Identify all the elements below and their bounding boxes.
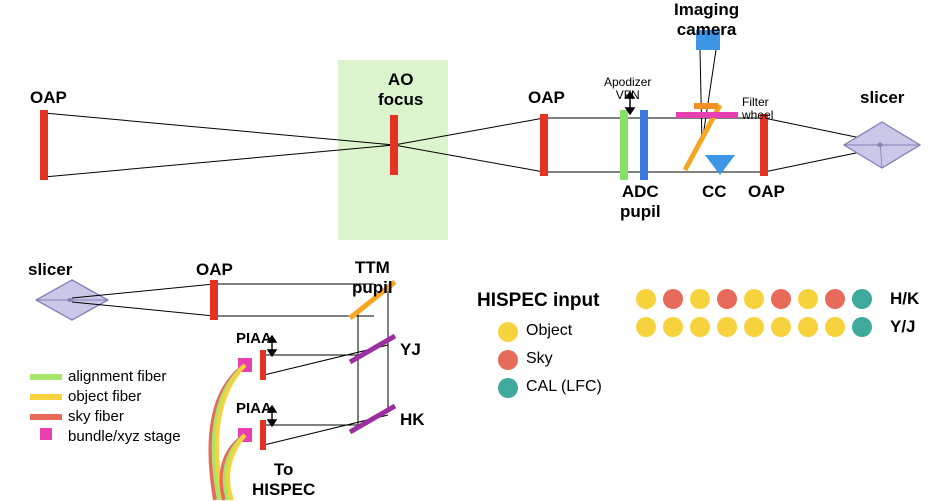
hispec-dot-object: [663, 317, 683, 337]
fibers-hk: [222, 435, 245, 500]
oap-right-bar: [760, 114, 768, 176]
hispec-title: HISPEC input: [477, 290, 599, 312]
hispec-dot-object: [690, 289, 710, 309]
hispec-dot-object: [744, 317, 764, 337]
slicer-right-label: slicer: [860, 88, 904, 108]
legend-alignment-swatch: [30, 374, 62, 380]
hispec-dot-object: [636, 317, 656, 337]
dichroic-hk: [350, 406, 395, 432]
piaa1-bar: [260, 350, 266, 380]
hk-label: HK: [400, 410, 425, 430]
piaa2-bar: [260, 420, 266, 450]
row-yj-label: Y/J: [890, 317, 916, 337]
hispec-dot-sky: [717, 289, 737, 309]
legend-bundle-label: bundle/xyz stage: [68, 428, 181, 445]
hispec-cal-label: CAL (LFC): [526, 378, 602, 396]
oap-mid-label: OAP: [528, 88, 565, 108]
legend-sky-label: sky fiber: [68, 408, 124, 425]
hispec-dot-cal: [852, 317, 872, 337]
hispec-dot-object: [744, 289, 764, 309]
hispec-object-label: Object: [526, 322, 572, 340]
to-hispec-label: To HISPEC: [252, 460, 315, 499]
adc-blue-bar: [640, 110, 648, 180]
piaa2-label: PIAA: [236, 400, 272, 417]
hispec-dot-cal: [852, 289, 872, 309]
cc-label: CC: [702, 182, 727, 202]
legend-object-label: object fiber: [68, 388, 141, 405]
ttm-label: TTM pupil: [352, 258, 393, 297]
legend-sky-dot: [498, 350, 518, 370]
hispec-dot-object: [717, 317, 737, 337]
apodizer-label: Apodizer VFN: [604, 76, 651, 102]
legend-object-swatch: [30, 394, 62, 400]
hispec-dot-sky: [771, 289, 791, 309]
adc-label: ADC pupil: [620, 182, 661, 221]
oap-left-label: OAP: [30, 88, 67, 108]
slicer-left: [36, 280, 108, 320]
ao-focus-label: AO focus: [378, 70, 423, 109]
hispec-dot-object: [690, 317, 710, 337]
hispec-dot-sky: [663, 289, 683, 309]
oap-right-label: OAP: [748, 182, 785, 202]
row-hk-label: H/K: [890, 289, 919, 309]
hispec-dot-sky: [825, 289, 845, 309]
oap-bottom-bar: [210, 280, 218, 320]
adc-green-bar: [620, 110, 628, 180]
piaa1-label: PIAA: [236, 330, 272, 347]
hispec-dot-object: [798, 317, 818, 337]
oap-left-bar: [40, 110, 48, 180]
hispec-dot-object: [636, 289, 656, 309]
hispec-dot-object: [825, 317, 845, 337]
hispec-dot-object: [771, 317, 791, 337]
oap-mid-bar: [540, 114, 548, 176]
legend-object-dot: [498, 322, 518, 342]
oap-bottom-label: OAP: [196, 260, 233, 280]
legend-cal-dot: [498, 378, 518, 398]
filter-label: Filter wheel: [742, 96, 773, 122]
ao-focus-bar: [390, 115, 398, 175]
diagram-svg: [0, 0, 940, 501]
hispec-dot-object: [798, 289, 818, 309]
filter-pink: [676, 112, 738, 118]
legend-sky-swatch: [30, 414, 62, 420]
camera-label: Imaging camera: [674, 0, 739, 39]
slicer-right: [844, 122, 920, 168]
legend-alignment-label: alignment fiber: [68, 368, 166, 385]
yj-label: YJ: [400, 340, 421, 360]
legend-bundle-swatch: [40, 428, 52, 440]
slicer-left-label: slicer: [28, 260, 72, 280]
filter-orange: [694, 103, 718, 109]
hispec-sky-label: Sky: [526, 350, 553, 368]
